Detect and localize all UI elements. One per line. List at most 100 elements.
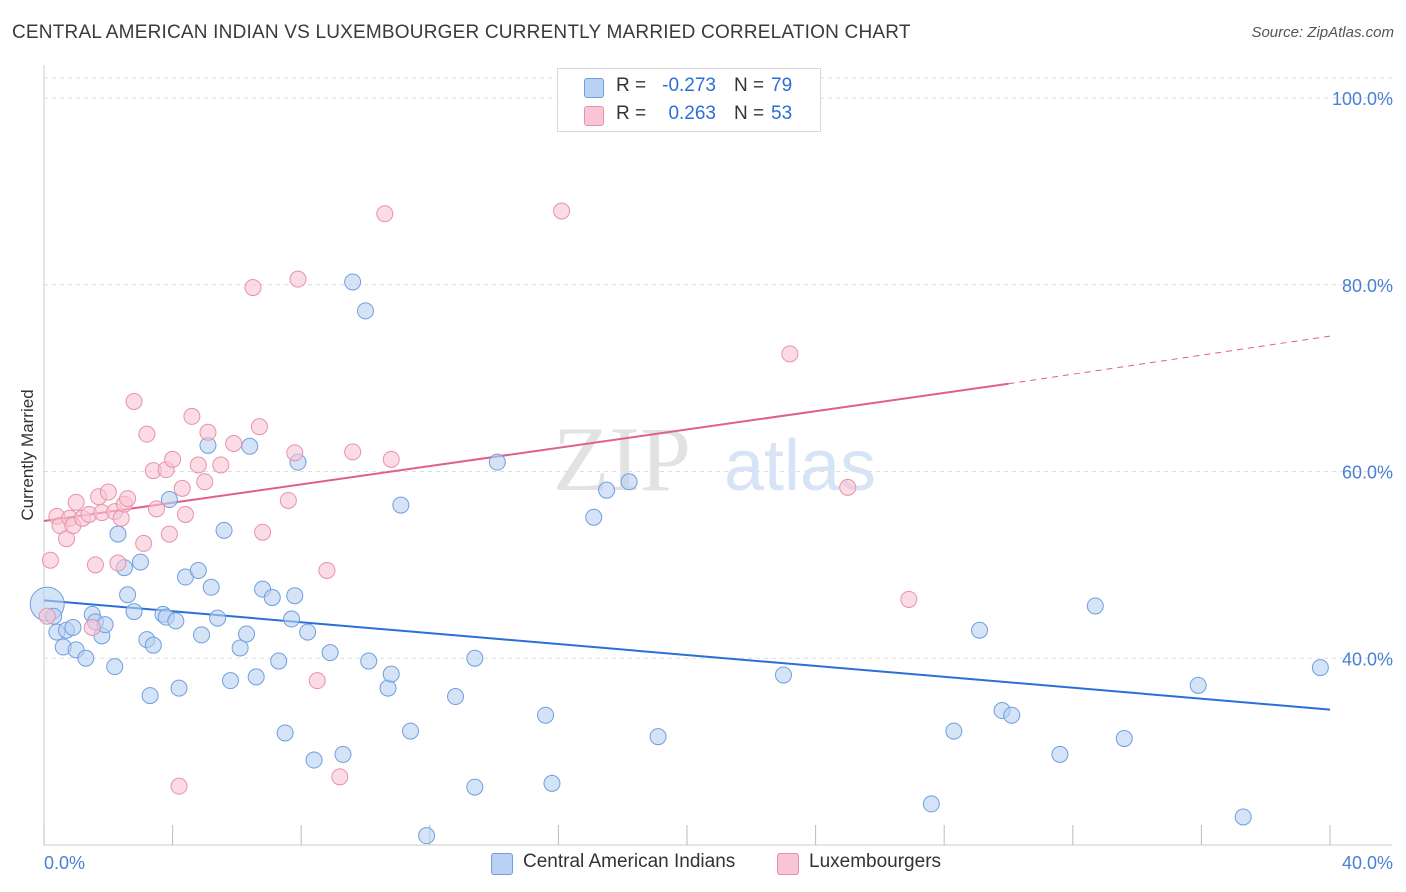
point-luxembourgers	[173, 479, 191, 497]
point-central-american-indians	[1086, 597, 1104, 615]
point-luxembourgers	[109, 554, 127, 572]
trendline-central-american-indians	[43, 599, 1331, 711]
point-luxembourgers	[135, 534, 153, 552]
watermark: ZIP atlas	[553, 408, 876, 510]
point-central-american-indians	[488, 453, 506, 471]
point-central-american-indians	[125, 603, 143, 621]
y-tick-label: 40.0%	[1342, 649, 1393, 669]
legend-n-value: 79	[771, 75, 793, 96]
point-luxembourgers	[170, 777, 188, 795]
point-central-american-indians	[334, 745, 352, 763]
point-luxembourgers	[67, 493, 85, 511]
point-central-american-indians	[263, 589, 281, 607]
axes	[43, 65, 1392, 846]
point-luxembourgers	[318, 561, 336, 579]
trendline-luxembourgers	[43, 382, 1009, 522]
point-central-american-indians	[241, 437, 259, 455]
legend-swatch-blue	[491, 853, 513, 875]
legend-n-value: 53	[771, 103, 793, 124]
point-luxembourgers	[38, 607, 56, 625]
legend-r-key: R =	[616, 103, 647, 124]
point-central-american-indians	[141, 687, 159, 705]
point-luxembourgers	[41, 551, 59, 569]
legend-n-key: N =	[734, 103, 765, 124]
point-central-american-indians	[1189, 676, 1207, 694]
point-central-american-indians	[160, 491, 178, 509]
point-central-american-indians	[620, 473, 638, 491]
point-luxembourgers	[839, 478, 857, 496]
legend-r-value: 0.263	[668, 103, 716, 124]
point-central-american-indians	[585, 508, 603, 526]
point-luxembourgers	[196, 473, 214, 491]
point-luxembourgers	[176, 505, 194, 523]
source-label: Source: ZipAtlas.com	[1251, 24, 1394, 41]
point-central-american-indians	[193, 626, 211, 644]
point-central-american-indians	[215, 521, 233, 539]
point-central-american-indians	[64, 618, 82, 636]
point-central-american-indians	[1115, 730, 1133, 748]
legend-swatch-blue	[584, 78, 604, 98]
point-luxembourgers	[308, 672, 326, 690]
legend-swatch-pink	[584, 106, 604, 126]
x-tick-labels: 0.0% 40.0%	[44, 853, 1393, 873]
point-luxembourgers	[189, 456, 207, 474]
point-central-american-indians	[466, 778, 484, 796]
y-tick-label: 80.0%	[1342, 276, 1393, 296]
point-central-american-indians	[543, 774, 561, 792]
point-central-american-indians	[1003, 706, 1021, 724]
point-luxembourgers	[212, 456, 230, 474]
grid-lines	[44, 77, 1392, 659]
point-luxembourgers	[250, 418, 268, 436]
point-central-american-indians	[598, 481, 616, 499]
point-luxembourgers	[99, 483, 117, 501]
point-central-american-indians	[466, 649, 484, 667]
point-central-american-indians	[247, 668, 265, 686]
point-luxembourgers	[112, 509, 130, 527]
y-tick-label: 100.0%	[1332, 89, 1393, 109]
point-luxembourgers	[900, 590, 918, 608]
x-tick-label: 40.0%	[1342, 853, 1393, 873]
point-central-american-indians	[131, 553, 149, 571]
point-central-american-indians	[945, 722, 963, 740]
point-central-american-indians	[270, 652, 288, 670]
point-central-american-indians	[774, 666, 792, 684]
point-luxembourgers	[331, 768, 349, 786]
chart-title: CENTRAL AMERICAN INDIAN VS LUXEMBOURGER …	[12, 22, 911, 43]
point-central-american-indians	[392, 496, 410, 514]
point-central-american-indians	[144, 636, 162, 654]
point-luxembourgers	[225, 434, 243, 452]
legend-swatch-pink	[777, 853, 799, 875]
y-tick-labels: 40.0% 60.0% 80.0% 100.0%	[1332, 89, 1393, 669]
legend-n-key: N =	[734, 75, 765, 96]
point-luxembourgers	[279, 491, 297, 509]
point-central-american-indians	[418, 827, 436, 845]
point-central-american-indians	[402, 722, 420, 740]
legend-label: Central American Indians	[523, 851, 736, 872]
point-central-american-indians	[379, 679, 397, 697]
point-central-american-indians	[209, 609, 227, 627]
point-luxembourgers	[376, 205, 394, 223]
point-luxembourgers	[183, 407, 201, 425]
legend-r-value: -0.273	[662, 75, 716, 96]
point-central-american-indians	[109, 525, 127, 543]
legend-row-blue: R = -0.273 N = 79	[558, 73, 820, 101]
point-luxembourgers	[148, 500, 166, 518]
point-central-american-indians	[321, 644, 339, 662]
y-axis-label: Currently Married	[18, 389, 37, 520]
point-central-american-indians	[305, 751, 323, 769]
point-luxembourgers	[286, 444, 304, 462]
point-central-american-indians	[231, 639, 249, 657]
point-luxembourgers	[254, 523, 272, 541]
point-luxembourgers	[553, 202, 571, 220]
series-legend: Central American Indians Luxembourgers	[0, 850, 1406, 878]
point-central-american-indians	[1234, 808, 1252, 826]
point-central-american-indians	[447, 688, 465, 706]
point-central-american-indians	[286, 587, 304, 605]
watermark-zip: ZIP	[553, 408, 691, 510]
legend-label: Luxembourgers	[809, 851, 942, 872]
point-central-american-indians	[360, 652, 378, 670]
point-central-american-indians	[1051, 745, 1069, 763]
x-tick-label: 0.0%	[44, 853, 85, 873]
point-central-american-indians	[382, 665, 400, 683]
